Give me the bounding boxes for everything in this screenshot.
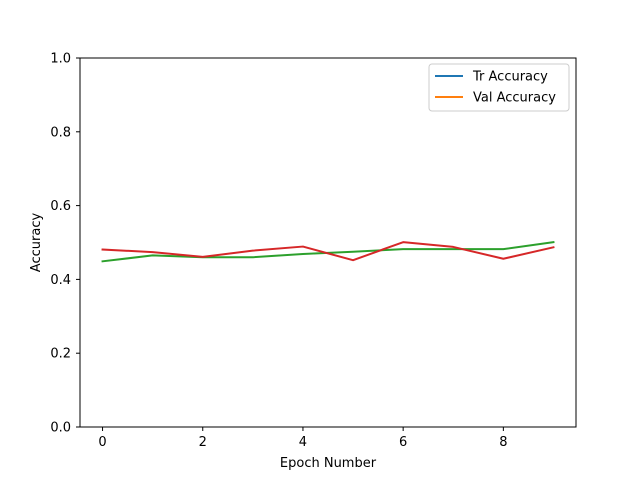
series-layer — [101, 241, 555, 263]
y-tick-label: 0.2 — [50, 347, 71, 362]
axis-ticks: 0 2 4 6 8 0.0 0.2 0.4 0.6 0.8 1.0 — [50, 52, 507, 451]
y-tick-label: 0.4 — [50, 273, 71, 288]
y-tick-label: 1.0 — [50, 52, 71, 67]
x-tick-label: 4 — [299, 435, 307, 450]
legend-label-tr-accuracy: Tr Accuracy — [472, 70, 548, 85]
legend: Tr Accuracy Val Accuracy — [428, 63, 570, 112]
y-tick-label: 0.0 — [50, 421, 71, 436]
x-tick-label: 8 — [499, 435, 507, 450]
y-tick-label: 0.8 — [50, 125, 71, 140]
plot-frame — [79, 57, 577, 428]
series-line-2 — [101, 241, 555, 262]
y-tick-label: 0.6 — [50, 199, 71, 214]
y-axis-label: Accuracy — [29, 213, 44, 273]
x-tick-label: 0 — [98, 435, 106, 450]
x-tick-label: 6 — [399, 435, 407, 450]
legend-box — [428, 63, 570, 112]
legend-label-val-accuracy: Val Accuracy — [473, 91, 556, 106]
x-axis-label: Epoch Number — [280, 456, 377, 471]
x-tick-label: 2 — [199, 435, 207, 450]
